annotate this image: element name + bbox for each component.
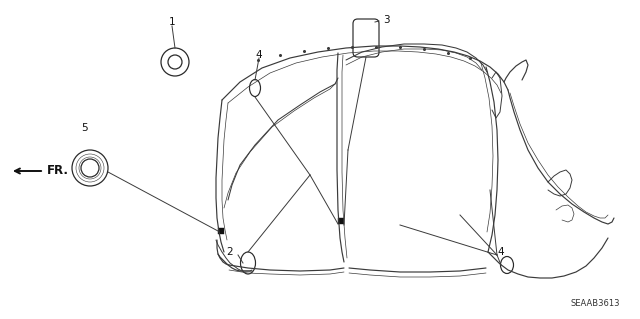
Text: 3: 3 — [383, 15, 390, 25]
Text: 4: 4 — [497, 247, 504, 257]
Text: SEAAB3613: SEAAB3613 — [570, 299, 620, 308]
Bar — [218, 228, 224, 234]
Text: 5: 5 — [82, 123, 88, 133]
Bar — [338, 218, 344, 224]
Text: 2: 2 — [227, 247, 234, 257]
Text: FR.: FR. — [47, 165, 69, 177]
Text: 4: 4 — [256, 50, 262, 60]
Text: 1: 1 — [169, 17, 175, 27]
